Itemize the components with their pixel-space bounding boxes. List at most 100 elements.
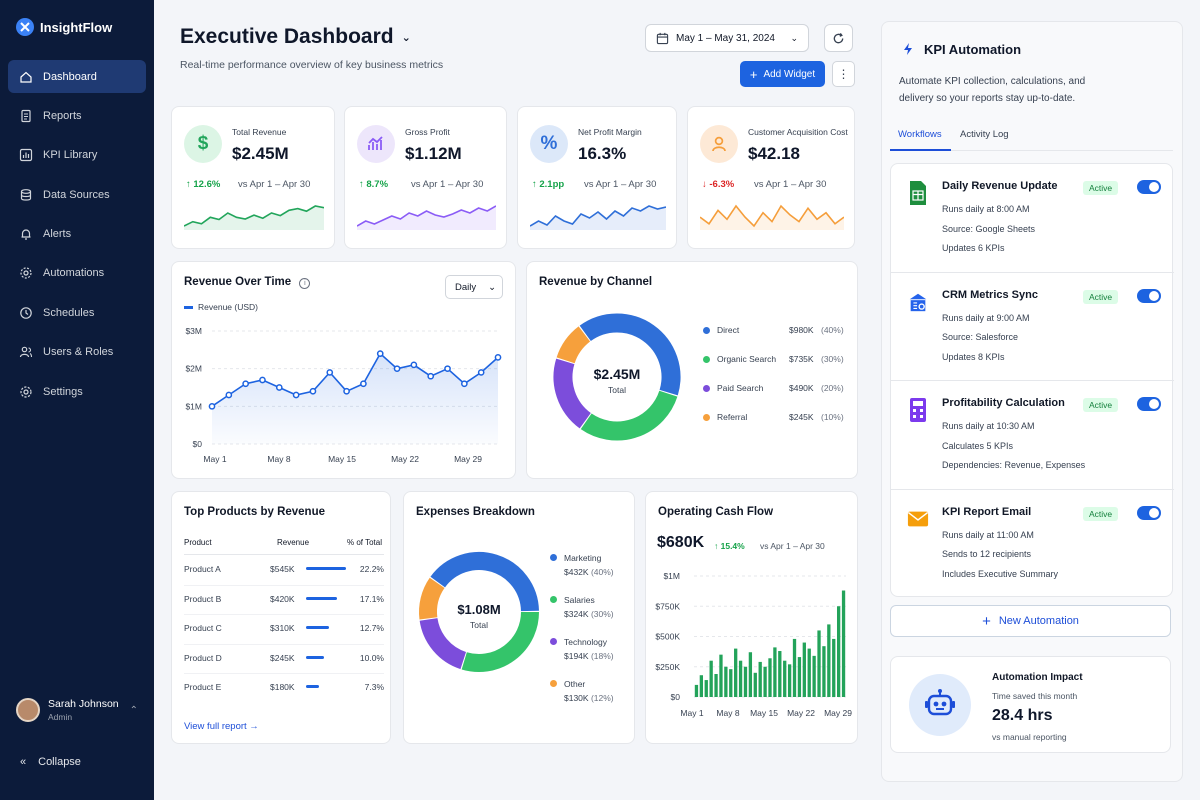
legend-swatch [550, 680, 557, 687]
workflow-toggle[interactable] [1137, 288, 1161, 303]
workflow-detail: Sends to 12 recipients [942, 549, 1032, 559]
tab-activity-log[interactable]: Activity Log [960, 129, 1009, 140]
kpi-card[interactable]: Customer Acquisition Cost $42.18 ↓ -6.3% vs… [687, 106, 855, 249]
panel-title: KPI Automation [924, 42, 1022, 57]
kebab-icon: ⋮ [837, 67, 850, 81]
add-widget-button[interactable]: + Add Widget [740, 61, 825, 87]
new-automation-button[interactable]: + New Automation [890, 605, 1171, 637]
chart-icon [19, 149, 33, 162]
product-revenue: $245K [270, 652, 295, 663]
product-percent: 12.7% [359, 623, 384, 634]
more-options-button[interactable]: ⋮ [832, 61, 855, 87]
table-row[interactable]: Product E $180K 7.3% [184, 673, 384, 703]
workflow-detail: Runs daily at 10:30 AM [942, 421, 1035, 431]
info-icon[interactable]: i [299, 278, 311, 289]
sidebar-item-automations[interactable]: Automations [8, 257, 146, 290]
sidebar-item-kpi-library[interactable]: KPI Library [8, 139, 146, 172]
legend-item: Paid Search $490K (20%) [703, 383, 845, 393]
cash-flow-bar [807, 648, 811, 697]
brand[interactable]: InsightFlow [16, 18, 112, 36]
legend-swatch [184, 306, 193, 310]
workflow-detail: Runs daily at 8:00 AM [942, 204, 1030, 214]
kpi-value: $1.12M [405, 144, 462, 163]
sparkline-line [530, 205, 666, 227]
data-point [208, 402, 216, 410]
status-badge: Active [1083, 181, 1119, 195]
legend-percent: (30%) [590, 609, 614, 619]
data-point [393, 365, 401, 373]
workflow-name: Profitability Calculation [942, 397, 1065, 409]
donut-slice [430, 552, 539, 612]
legend-label: Paid Search [717, 383, 764, 393]
workflow-detail: Updates 6 KPIs [942, 243, 1005, 253]
view-full-report-link[interactable]: View full report → [184, 721, 259, 732]
line-area [212, 353, 498, 444]
sidebar-item-schedules[interactable]: Schedules [8, 296, 146, 329]
user-menu[interactable]: Sarah Johnson Admin ⌃ [16, 698, 138, 722]
workflow-toggle[interactable] [1137, 505, 1161, 520]
collapse-button[interactable]: « Collapse [20, 756, 81, 768]
table-row[interactable]: Product D $245K 10.0% [184, 644, 384, 674]
impact-note: vs manual reporting [992, 732, 1067, 742]
product-percent: 10.0% [359, 652, 384, 663]
kpi-card[interactable]: % Net Profit Margin 16.3% ↑ 2.1pp vs Apr 1 –… [517, 106, 677, 249]
tab-workflows[interactable]: Workflows [898, 129, 942, 140]
kpi-card[interactable]: $ Total Revenue $2.45M ↑ 12.6% vs Apr 1 – Ap… [171, 106, 335, 249]
donut-center-label: Total [608, 385, 626, 395]
sidebar-item-users-roles[interactable]: Users & Roles [8, 336, 146, 369]
table-row[interactable]: Product A $545K 22.2% [184, 555, 384, 585]
data-point [343, 387, 350, 395]
column-header-percent: % of Total [347, 538, 382, 547]
sidebar-item-label: KPI Library [43, 149, 98, 162]
cash-flow-bar [753, 672, 757, 697]
workflow-item[interactable]: KPI Report Email Active Runs daily at 11:0… [891, 490, 1174, 599]
revenue-bar [306, 596, 337, 600]
status-badge: Active [1083, 289, 1119, 304]
kpi-delta: ↑ 8.7% [359, 179, 389, 190]
product-percent: 22.2% [359, 564, 384, 574]
kpi-label: Net Profit Margin [578, 127, 642, 137]
kpi-automation-panel: KPI Automation Automate KPI collection, … [881, 21, 1183, 782]
chevron-updown-icon: ⌃ [129, 704, 138, 716]
data-point [225, 391, 233, 399]
cash-flow-bar [729, 669, 733, 697]
row-divider [184, 584, 384, 586]
kpi-comparison: vs Apr 1 – Apr 30 [754, 179, 827, 190]
legend-percent: (30%) [821, 354, 844, 364]
sidebar-item-data-sources[interactable]: Data Sources [8, 178, 146, 211]
cash-flow-title: Operating Cash Flow [658, 506, 774, 518]
revenue-bar [306, 626, 329, 630]
sidebar-item-dashboard[interactable]: Dashboard [8, 60, 146, 93]
trend-chart-icon [368, 136, 383, 150]
sidebar-item-alerts[interactable]: Alerts [8, 218, 146, 251]
workflow-item[interactable]: CRM Metrics Sync Active Runs daily at 9:00… [891, 273, 1174, 381]
table-row[interactable]: Product C $310K 12.7% [184, 614, 384, 644]
cash-flow-bar [748, 652, 753, 697]
refresh-button[interactable] [824, 24, 853, 52]
x-tick-label: May 8 [716, 708, 739, 718]
kpi-sparkline [357, 205, 496, 230]
calendar-icon [656, 32, 669, 44]
cash-flow-bar [792, 638, 797, 697]
legend-item: Marketing $432K (40%) [550, 553, 614, 577]
date-range-picker[interactable]: May 1 – May 31, 2024 ⌄ [645, 24, 809, 52]
percent-icon: % [540, 133, 558, 154]
sparkline-line [357, 205, 496, 227]
donut-center-label: Total [470, 620, 488, 630]
table-row[interactable]: Product B $420K 17.1% [184, 585, 384, 615]
workflow-item[interactable]: Daily Revenue Update Active Runs daily at … [891, 164, 1174, 273]
page-title[interactable]: Executive Dashboard ⌄ [180, 25, 411, 49]
workflow-item[interactable]: Profitability Calculation Active Runs dail… [891, 381, 1174, 490]
x-tick-label: May 15 [328, 454, 356, 464]
brand-name: InsightFlow [40, 19, 113, 35]
workflow-toggle[interactable] [1137, 180, 1161, 194]
product-percent: 17.1% [359, 593, 384, 604]
sidebar-item-reports[interactable]: Reports [8, 99, 146, 132]
building-icon [907, 289, 929, 315]
period-select[interactable]: Daily ⌄ [445, 275, 503, 299]
workflow-toggle[interactable] [1137, 397, 1161, 411]
kpi-card[interactable]: Gross Profit $1.12M ↑ 8.7% vs Apr 1 – Apr 3… [344, 106, 507, 249]
kpi-value: $2.45M [232, 144, 289, 163]
sidebar-item-settings[interactable]: Settings [8, 375, 146, 408]
cash-flow-delta: ↑ 15.4% [714, 541, 745, 551]
